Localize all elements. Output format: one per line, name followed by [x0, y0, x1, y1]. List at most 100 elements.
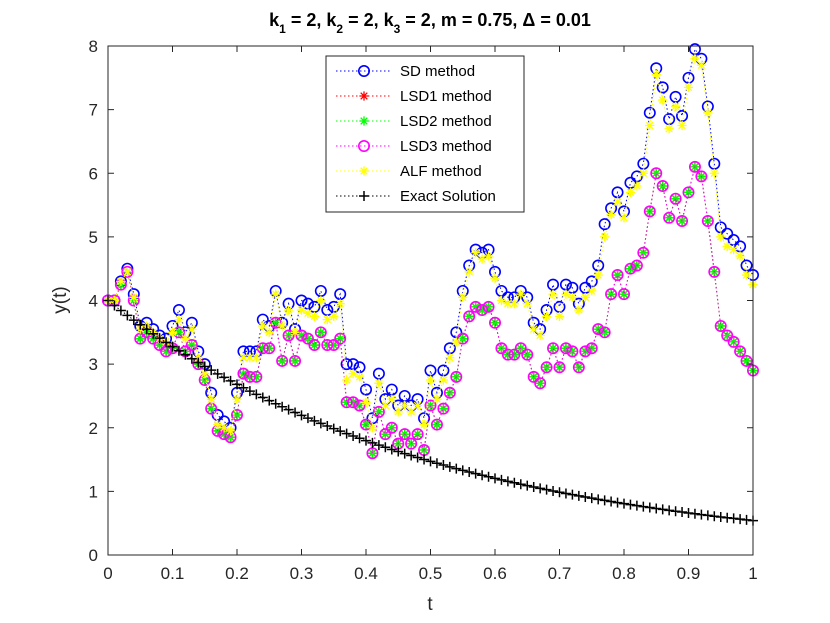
- data-point: [438, 375, 448, 385]
- data-point: [464, 466, 475, 477]
- data-point: [354, 433, 365, 444]
- data-point: [683, 187, 694, 197]
- data-point: [374, 378, 384, 388]
- data-point: [451, 337, 461, 347]
- data-point: [677, 507, 688, 518]
- x-tick-label: 0.9: [677, 564, 701, 583]
- data-point: [296, 305, 307, 315]
- data-point: [438, 404, 448, 414]
- data-point: [658, 95, 668, 105]
- legend-marker: [359, 166, 369, 176]
- data-point: [542, 362, 552, 372]
- data-point: [643, 205, 656, 218]
- data-point: [283, 404, 294, 415]
- data-point: [425, 400, 436, 411]
- legend-box: [325, 55, 525, 213]
- data-point: [359, 383, 372, 396]
- legend: SD method LSD1 method LSD2 method LSD3 meth…: [325, 55, 525, 213]
- data-point: [335, 426, 346, 437]
- legend-entry: ALF method: [336, 163, 482, 180]
- data-point: [606, 210, 616, 220]
- data-point: [709, 511, 720, 522]
- data-point: [167, 327, 178, 337]
- data-point: [624, 262, 637, 275]
- data-point: [329, 311, 339, 322]
- data-point: [619, 289, 629, 299]
- data-point: [309, 340, 319, 350]
- data-point: [128, 315, 139, 326]
- legend-entry: LSD3 method: [336, 138, 492, 155]
- data-point: [664, 124, 674, 134]
- data-point: [477, 254, 487, 264]
- data-point: [721, 329, 734, 342]
- data-point: [185, 339, 198, 352]
- data-point: [548, 485, 559, 496]
- data-point: [490, 273, 500, 283]
- data-point: [458, 292, 468, 302]
- x-tick-label: 0: [103, 564, 112, 583]
- y-tick-label: 7: [89, 101, 98, 120]
- data-point: [413, 400, 423, 411]
- data-point: [651, 168, 661, 178]
- data-point: [503, 299, 513, 309]
- data-point: [290, 327, 300, 337]
- data-point: [174, 314, 184, 325]
- data-point: [115, 305, 126, 316]
- title-part: 3: [394, 22, 401, 36]
- data-point: [690, 54, 700, 64]
- data-point: [251, 372, 261, 382]
- title-part: 2: [336, 22, 343, 36]
- data-point: [606, 289, 616, 299]
- data-point: [476, 304, 489, 317]
- data-point: [535, 483, 546, 494]
- data-point: [682, 186, 695, 199]
- data-point: [405, 437, 418, 450]
- x-tick-label: 0.6: [483, 564, 507, 583]
- series-5: [103, 295, 758, 526]
- data-point: [503, 349, 513, 360]
- data-point: [495, 342, 508, 355]
- data-point: [522, 299, 532, 309]
- data-point: [592, 323, 605, 336]
- data-point: [741, 270, 752, 280]
- data-point: [729, 245, 739, 255]
- data-point: [721, 227, 734, 240]
- title-part: k: [269, 10, 280, 30]
- title-part: = 2, k: [343, 10, 395, 30]
- data-point: [456, 332, 469, 345]
- data-point: [361, 397, 371, 407]
- data-point: [509, 477, 520, 488]
- data-point: [359, 418, 372, 431]
- data-point: [264, 343, 274, 353]
- data-point: [638, 501, 649, 512]
- data-point: [232, 394, 242, 404]
- data-point: [677, 120, 687, 131]
- x-tick-label: 0.5: [419, 564, 443, 583]
- y-axis-label: y(t): [50, 286, 71, 313]
- data-point: [548, 289, 558, 299]
- x-tick-label: 0.7: [548, 564, 572, 583]
- data-point: [206, 394, 216, 404]
- data-point: [658, 181, 668, 191]
- data-point: [554, 311, 565, 322]
- data-point: [322, 314, 332, 325]
- data-point: [579, 345, 592, 358]
- data-point: [289, 354, 302, 367]
- data-point: [309, 311, 319, 322]
- data-point: [695, 170, 708, 183]
- data-point: [600, 232, 610, 242]
- data-point: [490, 318, 500, 328]
- series-3: [102, 160, 759, 460]
- legend-marker: [359, 191, 369, 201]
- data-point: [425, 375, 436, 385]
- data-point: [250, 370, 263, 383]
- data-point: [122, 267, 132, 277]
- data-point: [671, 101, 681, 112]
- data-point: [643, 106, 656, 119]
- data-point: [688, 160, 701, 173]
- x-tick-label: 1: [748, 564, 757, 583]
- data-point: [354, 372, 365, 382]
- y-tick-label: 1: [89, 482, 98, 501]
- legend-entry: LSD2 method: [336, 113, 492, 130]
- data-point: [367, 423, 378, 433]
